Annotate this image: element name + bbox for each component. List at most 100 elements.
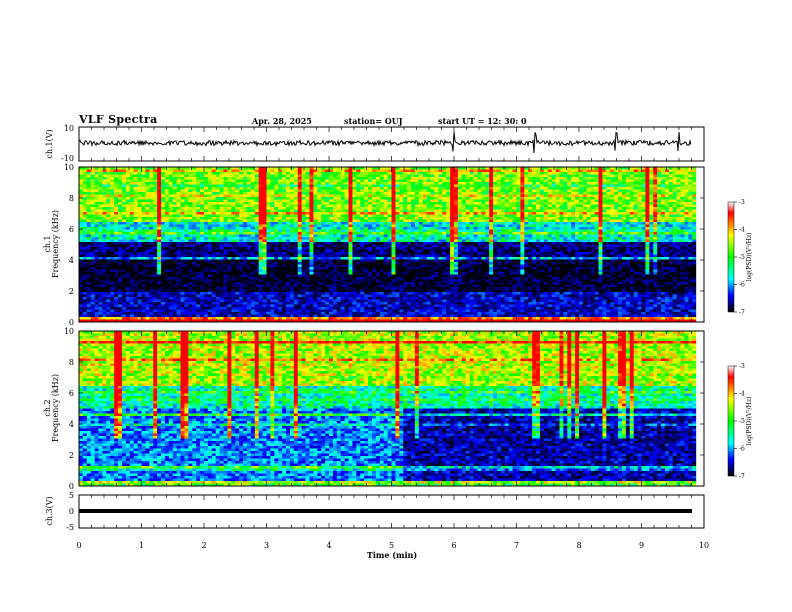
spectrogram-cell [528,214,533,218]
spectrogram-cell [450,229,455,233]
spectrogram-cell [614,192,619,195]
spectrogram-cell [157,222,162,225]
spectrogram-cell [215,187,220,190]
spectrogram-cell [168,197,174,200]
spectrogram-cell [586,179,592,183]
spectrogram-cell [543,167,549,170]
spectrogram-cell [114,179,119,183]
spectrogram-cell [555,227,560,230]
spectrogram-cell [204,182,209,185]
spectrogram-cell [364,182,369,185]
spectrogram-cell [246,199,252,203]
spectrogram-cell [344,174,349,178]
spectrogram-cell [496,237,502,240]
spectrogram-cell [500,174,506,178]
spectrogram-cell [700,182,705,185]
spectrogram-cell [121,174,127,178]
spectrogram-cell [672,219,677,223]
spectrogram-cell [114,237,119,240]
spectrogram-cell [524,207,529,210]
spectrogram-cell [641,202,646,205]
spectrogram-cell [157,172,162,175]
spectrogram-cell [286,174,291,178]
spectrogram-cell [90,224,95,228]
spectrogram-cell [684,219,689,223]
spectrogram-cell [82,209,88,213]
spectrogram-cell [313,182,318,185]
spectrogram-cell [551,212,556,215]
spectrogram-cell [270,199,275,203]
spectrogram-cell [219,239,224,243]
spectrogram-cell [102,212,107,215]
spectrogram-cell [438,169,443,173]
spectrogram-cell [196,167,201,170]
spectrogram-cell [246,184,252,188]
spectrogram-cell [602,197,607,200]
spectrogram-cell [360,177,365,180]
spectrogram-cell [418,207,424,210]
spectrogram-cell [250,174,256,178]
spectrogram-cell [649,207,654,210]
ch1-spectrogram-image [79,167,705,323]
spectrogram-cell [657,199,662,203]
spectrogram-cell [668,182,674,185]
spectrogram-cell [446,212,451,215]
spectrogram-cell [321,214,326,218]
spectrogram-cell [309,217,314,220]
spectrogram-cell [500,232,506,235]
spectrogram-cell [411,239,416,243]
spectrogram-cell [344,189,349,193]
spectrogram-cell [618,224,623,228]
spectrogram-cell [442,224,447,228]
spectrogram-cell [493,197,498,200]
spectrogram-cell [563,234,568,238]
spectrogram-cell [204,217,209,220]
spectrogram-cell [164,207,170,210]
spectrogram-cell [102,202,107,205]
spectrogram-cell [422,192,427,195]
spectrogram-cell [219,174,224,178]
spectrogram-cell [473,197,478,200]
spectrogram-cell [379,239,384,243]
spectrogram-cell [461,179,467,183]
spectrogram-cell [121,192,127,195]
spectrogram-cell [321,192,326,195]
spectrogram-cell [379,169,384,173]
spectrogram-cell [246,174,252,178]
spectrogram-cell [461,177,467,180]
spectrogram-cell [649,234,654,238]
spectrogram-cell [567,174,572,178]
spectrogram-cell [336,219,342,223]
spectrogram-cell [164,209,170,213]
spectrogram-cell [356,242,361,245]
spectrogram-cell [286,172,291,175]
spectrogram-cell [633,214,638,218]
spectrogram-cell [563,239,568,243]
spectrogram-cell [371,174,377,178]
spectrogram-cell [188,209,193,213]
spectrogram-cell [684,232,689,235]
spectrogram-cell [82,192,88,195]
spectrogram-cell [547,214,552,218]
spectrogram-cell [215,217,220,220]
spectrogram-cell [461,199,467,203]
spectrogram-cell [356,219,361,223]
spectrogram-cell [293,227,299,230]
spectrogram-cell [621,222,627,225]
spectrogram-cell [168,182,174,185]
spectrogram-cell [297,232,302,235]
spectrogram-cell [227,172,232,175]
spectrogram-cell [645,212,650,215]
spectrogram-cell [422,177,427,180]
spectrogram-cell [282,222,287,225]
spectrogram-cell [231,242,236,245]
spectrogram-cell [301,184,306,188]
spectrogram-cell [551,209,556,213]
spectrogram-cell [129,227,134,230]
spectrogram-cell [262,194,267,198]
spectrogram-cell [434,197,439,200]
spectrogram-cell [676,187,681,190]
spectrogram-cell [301,174,306,178]
spectrogram-cell [250,182,256,185]
spectrogram-cell [329,217,334,220]
